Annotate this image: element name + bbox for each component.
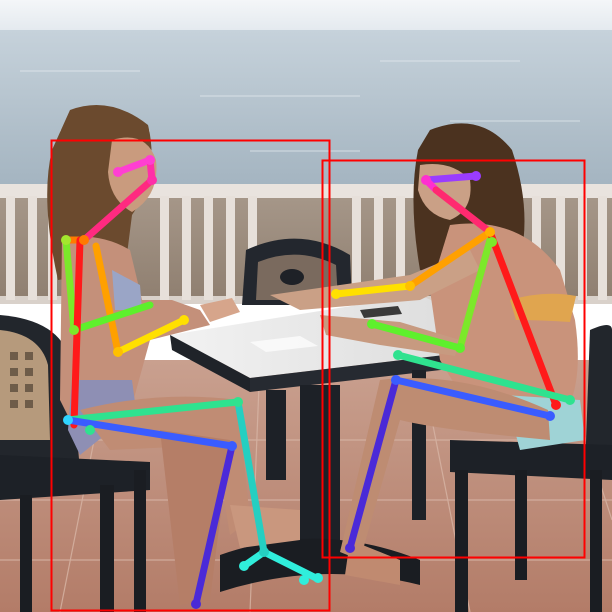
skeleton-left-side	[62, 236, 78, 334]
keypoints-right	[331, 171, 575, 553]
detection-box-left	[50, 139, 331, 612]
skeleton-right-arm2	[368, 320, 464, 352]
skeleton-right-hip-link	[394, 351, 574, 404]
skeleton-left-thigh-a	[64, 398, 242, 424]
person-left	[47, 105, 300, 605]
skeleton-right-neck	[432, 186, 494, 236]
skeleton-right-side	[456, 236, 494, 352]
skeleton-right-shin	[346, 376, 400, 552]
skeleton-left-upper-arm	[92, 242, 122, 356]
skeleton-left-eye-link	[114, 156, 154, 176]
chair-right	[450, 325, 612, 612]
chair-left	[0, 315, 150, 612]
skeleton-left-forearm	[114, 316, 188, 356]
skeleton-right-upper-arm	[406, 228, 494, 290]
skeleton-left-thigh-b	[64, 416, 236, 450]
skeleton-left-foot-a	[260, 548, 320, 582]
skeleton-left-shin-b	[192, 442, 236, 608]
skeleton-right	[332, 172, 574, 552]
skeleton-right-torso	[486, 228, 560, 409]
detection-box-right	[321, 159, 586, 559]
skeleton-right-eyes	[422, 172, 480, 184]
skeleton-left	[62, 156, 320, 608]
keypoints-left	[61, 155, 323, 609]
skeleton-right-thigh	[392, 376, 554, 420]
skeleton-left-neck	[80, 176, 156, 244]
skeleton-left-shin-a	[234, 398, 268, 556]
skeleton-right-forearm	[332, 282, 414, 298]
skeleton-left-arm2	[70, 301, 154, 334]
